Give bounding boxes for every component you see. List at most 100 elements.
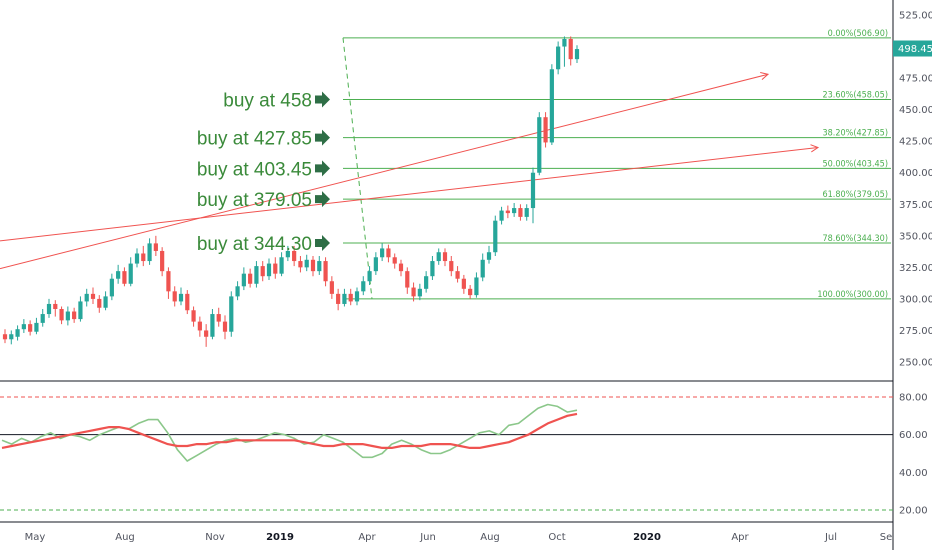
candle-body <box>222 321 228 332</box>
price-tick-label: 400.00 <box>899 168 932 179</box>
candle-body <box>549 69 554 143</box>
candle-body <box>310 259 316 272</box>
buy-annotation-label[interactable]: buy at 427.85 <box>197 129 312 150</box>
candle-body <box>103 296 108 308</box>
candle-body <box>34 322 39 332</box>
candle-body <box>493 220 498 253</box>
candle-body <box>411 287 416 297</box>
last-price-tag <box>893 40 932 57</box>
candle-body <box>166 271 171 292</box>
candle-body <box>273 263 278 274</box>
price-tick-label: 350.00 <box>899 231 932 242</box>
buy-annotation-label[interactable]: buy at 403.45 <box>197 159 312 180</box>
rsi-signal-line <box>1 412 578 449</box>
candle-body <box>398 263 404 272</box>
time-tick-label: May <box>25 532 46 543</box>
fib-level-label: 38.20%(427.85) <box>822 129 888 139</box>
time-tick-label: Jun <box>419 532 436 543</box>
candle-body <box>417 288 422 297</box>
candle-body <box>405 271 410 288</box>
candle-body <box>505 210 510 214</box>
candle-body <box>424 276 429 289</box>
candle-body <box>392 257 397 264</box>
candle-body <box>72 311 77 320</box>
fib-level-label: 78.60%(344.30) <box>822 234 888 244</box>
rsi-pane[interactable]: 20.00 40.00 60.00 80.00 <box>0 393 928 523</box>
candle-body <box>260 266 265 277</box>
time-tick-label: Nov <box>205 532 225 543</box>
buy-arrow-icon <box>315 191 330 208</box>
candle-body <box>367 271 372 282</box>
buy-arrow-icon <box>315 129 330 146</box>
candle-body <box>512 208 517 214</box>
rsi-tick-label: 40.00 <box>899 468 928 479</box>
candle-body <box>556 46 561 70</box>
candle-body <box>568 38 573 60</box>
time-tick-label: 2019 <box>266 532 294 543</box>
buy-arrow-icon <box>315 160 330 177</box>
candle-body <box>342 293 347 304</box>
time-axis[interactable]: May Aug Nov 2019 Apr Jun Aug Oct 2020 Apr Jul Se <box>25 532 893 543</box>
candle-body <box>537 117 542 173</box>
fibonacci-retracement[interactable]: 0.00%(506.90) 23.60%(458.05) 38.20%(427.85… <box>342 29 891 300</box>
candle-body <box>468 288 473 296</box>
trend-channel[interactable] <box>0 72 820 270</box>
candle-body <box>254 266 259 284</box>
time-tick-label: Aug <box>480 532 500 543</box>
candle-body <box>354 291 360 302</box>
time-tick-label: Se <box>880 532 893 543</box>
candle-body <box>128 263 133 284</box>
rsi-tick-label: 80.00 <box>899 393 928 404</box>
candle-body <box>461 278 466 289</box>
candle-body <box>449 261 454 272</box>
candle-body <box>486 252 492 260</box>
price-tick-label: 475.00 <box>899 74 932 85</box>
candle-body <box>84 293 89 302</box>
candle-body <box>191 310 196 322</box>
candle-body <box>109 278 114 297</box>
fib-level-label: 61.80%(379.05) <box>822 190 888 200</box>
price-tick-label: 450.00 <box>899 105 932 116</box>
candle-body <box>147 243 152 262</box>
candle-body <box>455 271 460 279</box>
candle-body <box>97 298 102 308</box>
fib-level-label: 23.60%(458.05) <box>822 90 888 100</box>
buy-annotation-label[interactable]: buy at 379.05 <box>197 190 312 211</box>
price-tick-label: 525.00 <box>899 11 932 22</box>
candle-body <box>116 271 121 279</box>
price-axis[interactable]: 250.00 275.00 300.00 325.00 350.00 375.00 400.… <box>892 0 932 550</box>
candle-body <box>28 324 33 332</box>
fib-level-label: 0.00%(506.90) <box>828 29 888 39</box>
candle-body <box>229 296 234 332</box>
candle-body <box>21 324 26 330</box>
candle-body <box>204 330 209 337</box>
candle-body <box>386 248 391 258</box>
candle-body <box>373 257 378 272</box>
candle-body <box>436 252 441 262</box>
candle-body <box>361 281 366 292</box>
candle-body <box>285 250 290 258</box>
buy-annotation-label[interactable]: buy at 458 <box>223 91 312 112</box>
candle-body <box>329 281 334 294</box>
candle-body <box>15 329 20 337</box>
candle-body <box>292 250 297 262</box>
buy-arrow-icon <box>315 91 330 108</box>
buy-annotations[interactable]: buy at 458 buy at 427.85 buy at 403.45 buy … <box>197 91 330 255</box>
candle-body <box>216 314 221 322</box>
price-tick-label: 375.00 <box>899 200 932 211</box>
channel-line[interactable] <box>0 73 769 270</box>
candle-body <box>59 309 64 321</box>
candle-body <box>442 252 448 262</box>
candle-body <box>46 303 52 315</box>
candle-body <box>518 208 523 217</box>
candle-body <box>499 210 504 221</box>
candle-body <box>474 277 479 296</box>
fib-trend-line[interactable] <box>342 37 373 299</box>
time-tick-label: Aug <box>115 532 135 543</box>
channel-line[interactable] <box>0 146 819 242</box>
candle-body <box>323 261 328 282</box>
candle-body <box>65 311 70 321</box>
channel-arrowhead <box>810 144 820 153</box>
buy-annotation-label[interactable]: buy at 344.30 <box>197 234 312 255</box>
